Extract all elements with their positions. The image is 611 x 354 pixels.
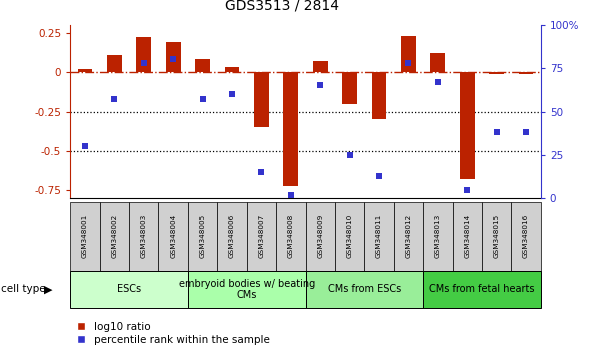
FancyBboxPatch shape: [100, 202, 129, 271]
FancyBboxPatch shape: [423, 271, 541, 308]
FancyBboxPatch shape: [482, 202, 511, 271]
Text: GSM348009: GSM348009: [317, 214, 323, 258]
Text: ▶: ▶: [44, 284, 53, 295]
Bar: [225, 67, 240, 72]
Text: GDS3513 / 2814: GDS3513 / 2814: [225, 0, 339, 12]
FancyBboxPatch shape: [70, 271, 188, 308]
Bar: [284, 72, 298, 185]
Text: GSM348012: GSM348012: [406, 214, 411, 258]
Legend: log10 ratio, percentile rank within the sample: log10 ratio, percentile rank within the …: [67, 317, 274, 349]
Text: GSM348008: GSM348008: [288, 214, 294, 258]
FancyBboxPatch shape: [453, 202, 482, 271]
Bar: [371, 72, 386, 119]
FancyBboxPatch shape: [129, 202, 158, 271]
FancyBboxPatch shape: [158, 202, 188, 271]
Text: ESCs: ESCs: [117, 284, 141, 295]
Bar: [166, 42, 180, 72]
Text: GSM348002: GSM348002: [111, 214, 117, 258]
FancyBboxPatch shape: [276, 202, 306, 271]
Text: cell type: cell type: [1, 284, 45, 295]
Text: GSM348014: GSM348014: [464, 214, 470, 258]
Text: GSM348005: GSM348005: [200, 214, 205, 258]
FancyBboxPatch shape: [188, 271, 306, 308]
Bar: [519, 72, 533, 74]
FancyBboxPatch shape: [423, 202, 453, 271]
FancyBboxPatch shape: [188, 202, 218, 271]
Bar: [78, 69, 92, 72]
Bar: [313, 61, 327, 72]
FancyBboxPatch shape: [511, 202, 541, 271]
Bar: [460, 72, 475, 179]
Text: GSM348006: GSM348006: [229, 214, 235, 258]
Text: GSM348016: GSM348016: [523, 214, 529, 258]
Bar: [136, 38, 151, 72]
Bar: [489, 72, 504, 74]
Text: CMs from ESCs: CMs from ESCs: [327, 284, 401, 295]
Text: GSM348001: GSM348001: [82, 214, 88, 258]
Bar: [431, 53, 445, 72]
Text: GSM348013: GSM348013: [435, 214, 441, 258]
FancyBboxPatch shape: [335, 202, 364, 271]
FancyBboxPatch shape: [306, 202, 335, 271]
Bar: [107, 55, 122, 72]
Text: CMs from fetal hearts: CMs from fetal hearts: [429, 284, 535, 295]
FancyBboxPatch shape: [218, 202, 247, 271]
FancyBboxPatch shape: [364, 202, 393, 271]
Bar: [401, 36, 415, 72]
Text: GSM348004: GSM348004: [170, 214, 176, 258]
Bar: [342, 72, 357, 104]
Text: GSM348015: GSM348015: [494, 214, 500, 258]
Bar: [254, 72, 269, 127]
FancyBboxPatch shape: [70, 202, 100, 271]
Text: GSM348010: GSM348010: [346, 214, 353, 258]
Text: GSM348007: GSM348007: [258, 214, 265, 258]
FancyBboxPatch shape: [247, 202, 276, 271]
Bar: [196, 59, 210, 72]
Text: GSM348011: GSM348011: [376, 214, 382, 258]
Text: embryoid bodies w/ beating
CMs: embryoid bodies w/ beating CMs: [178, 279, 315, 300]
FancyBboxPatch shape: [306, 271, 423, 308]
Text: GSM348003: GSM348003: [141, 214, 147, 258]
FancyBboxPatch shape: [393, 202, 423, 271]
